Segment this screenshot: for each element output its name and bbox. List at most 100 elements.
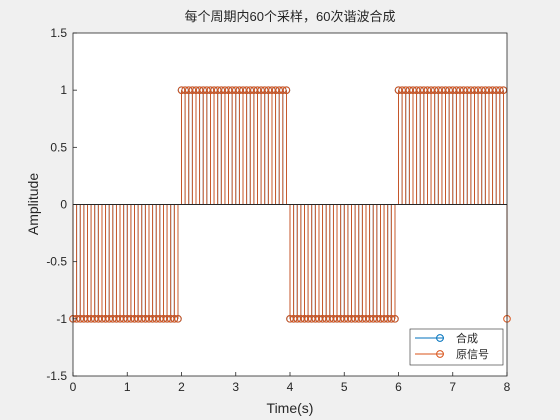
stem-marker — [250, 86, 258, 94]
stem-marker — [423, 86, 432, 94]
stem-marker — [340, 315, 349, 323]
stem-marker — [420, 86, 428, 94]
y-tick-label: -1 — [56, 312, 67, 326]
stem-marker — [257, 86, 265, 94]
stem-marker — [463, 86, 472, 94]
legend-marker-original — [436, 350, 444, 358]
stem-marker — [488, 86, 497, 94]
stem-marker — [235, 86, 244, 94]
stem-marker — [329, 315, 338, 323]
stem-marker — [416, 86, 425, 94]
stem-marker — [206, 86, 215, 94]
stem-marker — [304, 315, 312, 323]
stem-marker — [213, 86, 222, 94]
stem-marker — [373, 315, 381, 323]
stem-marker — [434, 86, 443, 94]
stem-marker — [112, 315, 121, 323]
x-axis-label: Time(s) — [267, 400, 314, 416]
stem-marker — [221, 86, 229, 94]
y-tick-label: 0.5 — [50, 140, 67, 154]
stem-marker — [203, 86, 211, 94]
x-axis-ticks: 0 1 2 3 4 5 6 7 8 — [70, 372, 511, 394]
x-tick-label: 6 — [395, 380, 402, 394]
stem-marker — [430, 86, 439, 94]
stem-marker — [448, 86, 457, 94]
x-tick-label: 1 — [124, 380, 131, 394]
stem-marker — [376, 315, 385, 323]
y-tick-label: -0.5 — [46, 255, 67, 269]
stem-marker — [253, 86, 262, 94]
legend-label-synth: 合成 — [456, 331, 478, 345]
stem-marker — [347, 315, 356, 323]
legend-label-original: 原信号 — [456, 348, 489, 361]
stem-marker — [477, 86, 486, 94]
stem-marker — [156, 315, 164, 323]
stem-marker — [496, 86, 504, 94]
y-tick-label: 0 — [60, 198, 67, 212]
stem-marker — [405, 86, 414, 94]
stem-marker — [398, 86, 406, 94]
stem-marker — [134, 315, 142, 323]
stem-marker — [90, 315, 99, 323]
x-tick-label: 5 — [341, 380, 348, 394]
stem-marker — [474, 86, 482, 94]
stem-marker — [322, 315, 330, 323]
stem-marker — [268, 86, 276, 94]
stem-marker — [394, 86, 403, 94]
stem-marker — [293, 315, 302, 323]
stem-marker — [224, 86, 233, 94]
stem-marker — [80, 315, 88, 323]
stem-marker — [380, 315, 388, 323]
stem-marker — [94, 315, 103, 323]
x-tick-label: 0 — [70, 380, 77, 394]
stem-marker — [166, 315, 175, 323]
stem-marker — [181, 86, 189, 94]
x-tick-label: 2 — [178, 380, 185, 394]
stem-marker — [492, 86, 500, 94]
stem-marker — [282, 86, 291, 94]
legend-box — [409, 328, 504, 366]
stem-marker — [307, 315, 316, 323]
stem-marker — [279, 86, 287, 94]
stem-marker — [362, 315, 370, 323]
stem-marker — [119, 315, 128, 323]
x-tick-label: 3 — [232, 380, 239, 394]
chart-title: 每个周期内60个采样，60次谐波合成 — [185, 9, 396, 24]
stem-marker — [438, 86, 446, 94]
stem-marker — [365, 315, 374, 323]
stem-marker — [456, 86, 464, 94]
stem-marker — [163, 315, 171, 323]
stem-marker — [98, 315, 106, 323]
y-tick-label: 1 — [60, 83, 67, 97]
y-axis-ticks: -1.5 -1 -0.5 0 0.5 1 1.5 — [46, 26, 77, 383]
stem-marker — [217, 86, 226, 94]
stem-marker — [300, 315, 309, 323]
stem-marker — [286, 315, 294, 323]
stem-marker — [152, 315, 161, 323]
stem-marker — [275, 86, 283, 94]
legend-marker-synth — [436, 334, 444, 342]
stem-marker — [177, 86, 186, 94]
stem-marker — [210, 86, 218, 94]
stem-marker — [315, 315, 323, 323]
x-tick-label: 7 — [449, 380, 456, 394]
stem-marker — [170, 315, 179, 323]
legend: 合成 原信号 — [409, 328, 504, 366]
stem-marker — [109, 315, 117, 323]
stem-marker — [358, 315, 367, 323]
stem-marker — [127, 315, 135, 323]
stem-marker — [459, 86, 468, 94]
stem-marker — [87, 315, 95, 323]
stem-marker — [242, 86, 251, 94]
stem-marker — [130, 315, 139, 323]
stem-marker — [83, 315, 92, 323]
stem-marker — [387, 315, 396, 323]
x-tick-label: 4 — [287, 380, 294, 394]
stem-marker — [311, 315, 320, 323]
stem-marker — [485, 86, 493, 94]
stem-marker — [123, 315, 132, 323]
stem-marker — [344, 315, 352, 323]
stem-marker — [412, 86, 421, 94]
stem-marker — [188, 86, 197, 94]
stem-marker — [228, 86, 236, 94]
